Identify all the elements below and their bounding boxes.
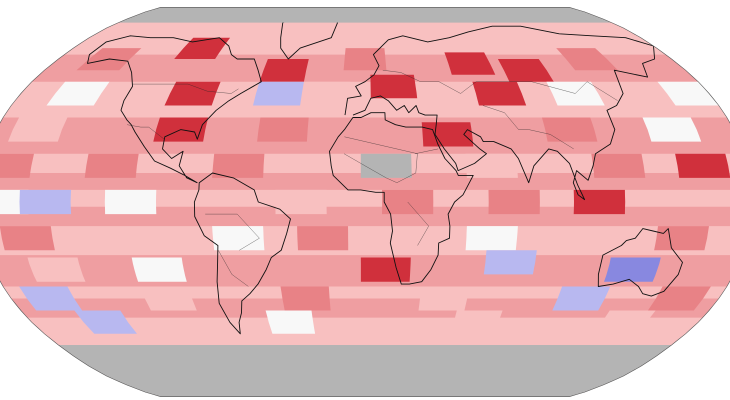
anomaly-cell-near-average [46,81,110,106]
anomaly-cell-much-warmer [259,59,309,82]
anomaly-cell-warmer [297,226,349,251]
anomaly-cell-warmer [84,153,139,178]
anomaly-cell-much-warmer [360,257,411,282]
anomaly-cell-slightly-warmer [8,117,68,142]
anomaly-cell-slightly-warmer [302,81,351,106]
anomaly-grid-cells [0,37,730,334]
globe [0,7,730,397]
anomaly-cell-much-warmer [444,52,496,75]
anomaly-cell-much-warmer [370,74,418,99]
anomaly-cell-near-average [104,189,157,215]
anomaly-cell-near-average [546,81,605,106]
anomaly-cell-warmer [556,48,618,71]
anomaly-cell-much-warmer [497,59,554,82]
anomaly-cell-near-average [642,117,702,142]
anomaly-cell-warmer [257,117,309,142]
anomaly-cell-cooler [19,286,83,311]
anomaly-cell-warmer [654,226,709,251]
anomaly-cell-warmer [382,189,434,215]
anomaly-cell-warmer [488,189,540,215]
anomaly-cell-warmer [647,286,711,311]
country-borders [127,70,618,287]
anomaly-cell-near-average [212,226,265,251]
latitude-band [0,173,730,190]
anomaly-cell-cooler [19,189,72,215]
anomaly-cell-warmer [0,153,34,178]
anomaly-cell-slightly-warmer [139,286,197,311]
anomaly-cell-cooler [483,250,537,275]
anomaly-cell-near-average [131,257,187,282]
anomaly-cell-near-average [465,226,518,251]
globe-outline [0,7,730,397]
antarctic-no-data-region [58,345,672,397]
anomaly-cell-slightly-warmer [465,153,518,178]
anomaly-cell-near-average [265,310,316,334]
anomaly-cell-warmer [591,153,646,178]
africa-coastline [329,112,474,285]
anomaly-cell-cooler [253,81,304,106]
anomaly-cell-slightly-warmer [450,310,503,334]
anomaly-cell-near-average [0,189,29,215]
anomaly-cell-no-data [360,153,412,178]
anomaly-cell-slightly-warmer [593,310,656,334]
anomaly-cell-much-cooler [604,257,661,282]
south-america-coastline [193,172,291,335]
anomaly-cell-much-warmer [675,153,730,178]
eurasia-coastline [344,25,656,201]
north-america-coastline [87,35,262,184]
anomaly-cell-warmer [280,286,331,311]
arctic-no-data-region [118,7,612,23]
anomaly-cell-slightly-warmer [418,286,470,311]
anomaly-cell-much-warmer [421,122,474,147]
anomaly-cell-warmer [212,153,265,178]
latitude-band [0,117,730,154]
anomaly-cell-cooler [74,310,137,334]
anomaly-cell-warmer [343,48,387,71]
anomaly-cell-warmer [0,226,55,251]
latitude-band [0,206,730,227]
australia-coastline [597,228,683,297]
anomaly-cell-warmer [541,117,598,142]
anomaly-cell-slightly-warmer [27,257,86,282]
anomaly-cell-slightly-warmer [275,189,327,215]
anomaly-cell-much-warmer [174,37,231,59]
anomaly-cell-much-warmer [573,189,626,215]
anomaly-cell-much-warmer [164,81,221,106]
anomaly-cell-much-warmer [472,81,527,106]
anomaly-cell-cooler [552,286,611,311]
